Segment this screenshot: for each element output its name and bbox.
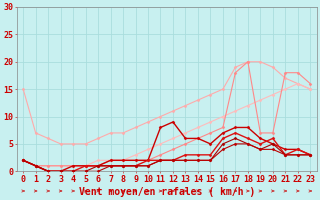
X-axis label: Vent moyen/en rafales ( km/h ): Vent moyen/en rafales ( km/h ) <box>79 187 255 197</box>
